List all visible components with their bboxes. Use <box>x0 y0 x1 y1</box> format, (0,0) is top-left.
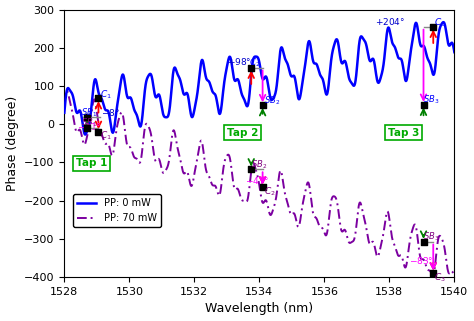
Text: $C_2$: $C_2$ <box>249 57 261 69</box>
Point <box>259 103 266 108</box>
Text: $SB_3$: $SB_3$ <box>423 231 439 243</box>
Point <box>95 96 102 101</box>
Text: $C_3$: $C_3$ <box>434 271 446 284</box>
Point <box>419 102 427 107</box>
Text: $-8°$: $-8°$ <box>101 107 120 118</box>
Point <box>247 167 255 172</box>
Legend: PP: 0 mW, PP: 70 mW: PP: 0 mW, PP: 70 mW <box>73 194 161 227</box>
Point <box>95 129 102 134</box>
Text: $+98°$: $+98°$ <box>227 56 252 66</box>
Point <box>419 239 427 244</box>
Text: $SB_1$: $SB_1$ <box>81 107 97 119</box>
X-axis label: Wavelength (nm): Wavelength (nm) <box>205 302 313 316</box>
Text: $-83°$: $-83°$ <box>409 255 434 266</box>
Text: $SB_2$: $SB_2$ <box>251 159 267 171</box>
Text: $SB_2$: $SB_2$ <box>264 94 280 107</box>
Text: Tap 3: Tap 3 <box>388 128 419 138</box>
Text: $C_3$: $C_3$ <box>434 16 446 29</box>
Text: $C_1$: $C_1$ <box>100 88 111 100</box>
Text: $-47°$: $-47°$ <box>245 175 269 186</box>
Text: Tap 1: Tap 1 <box>76 158 107 168</box>
Point <box>259 185 266 190</box>
Point <box>429 24 437 29</box>
Y-axis label: Phase (degree): Phase (degree) <box>6 96 18 191</box>
Text: $+204°$: $+204°$ <box>375 16 405 27</box>
Point <box>83 115 91 120</box>
Text: $SB_3$: $SB_3$ <box>422 94 439 106</box>
Point <box>429 271 437 276</box>
Point <box>247 65 255 70</box>
Text: $-11°$: $-11°$ <box>77 121 101 132</box>
Point <box>83 125 91 130</box>
Text: $SB_1$: $SB_1$ <box>81 117 97 129</box>
Text: Tap 2: Tap 2 <box>227 128 258 138</box>
Text: $C_1$: $C_1$ <box>100 130 111 142</box>
Text: $C_2$: $C_2$ <box>264 185 275 198</box>
